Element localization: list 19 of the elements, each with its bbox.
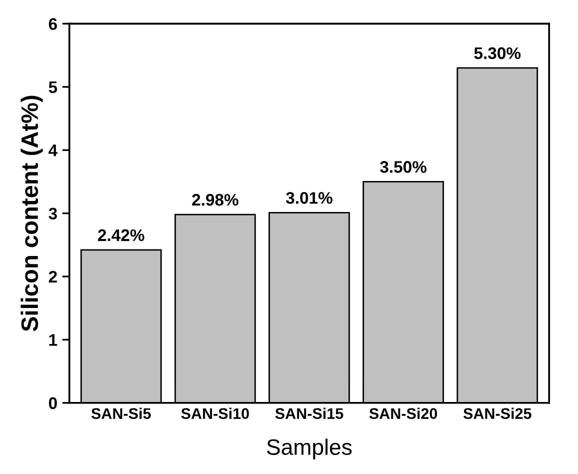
data-label: 2.98% [192, 194, 238, 206]
data-label: 5.30% [474, 47, 521, 60]
y-axis-title: Silicon content (At%) [20, 96, 43, 332]
y-tick-label: 1 [49, 334, 58, 346]
data-label: 3.50% [380, 161, 426, 173]
y-tick-label: 0 [48, 397, 57, 410]
y-tick-label: 3 [48, 208, 57, 220]
x-axis-title: Samples [267, 438, 352, 460]
y-tick-label: 4 [48, 144, 58, 156]
data-label: 2.42% [98, 229, 144, 242]
x-tick-label: SAN-Si20 [369, 408, 438, 419]
y-tick-label: 6 [48, 18, 57, 30]
y-tick-label: 5 [48, 81, 58, 94]
x-tick-label: SAN-Si5 [91, 408, 151, 419]
data-label: 3.01% [286, 192, 332, 204]
x-tick-label: SAN-Si25 [463, 408, 532, 419]
y-tick-label: 2 [48, 270, 57, 283]
x-tick-label: SAN-Si15 [275, 408, 344, 419]
x-tick-label: SAN-Si10 [181, 408, 249, 419]
